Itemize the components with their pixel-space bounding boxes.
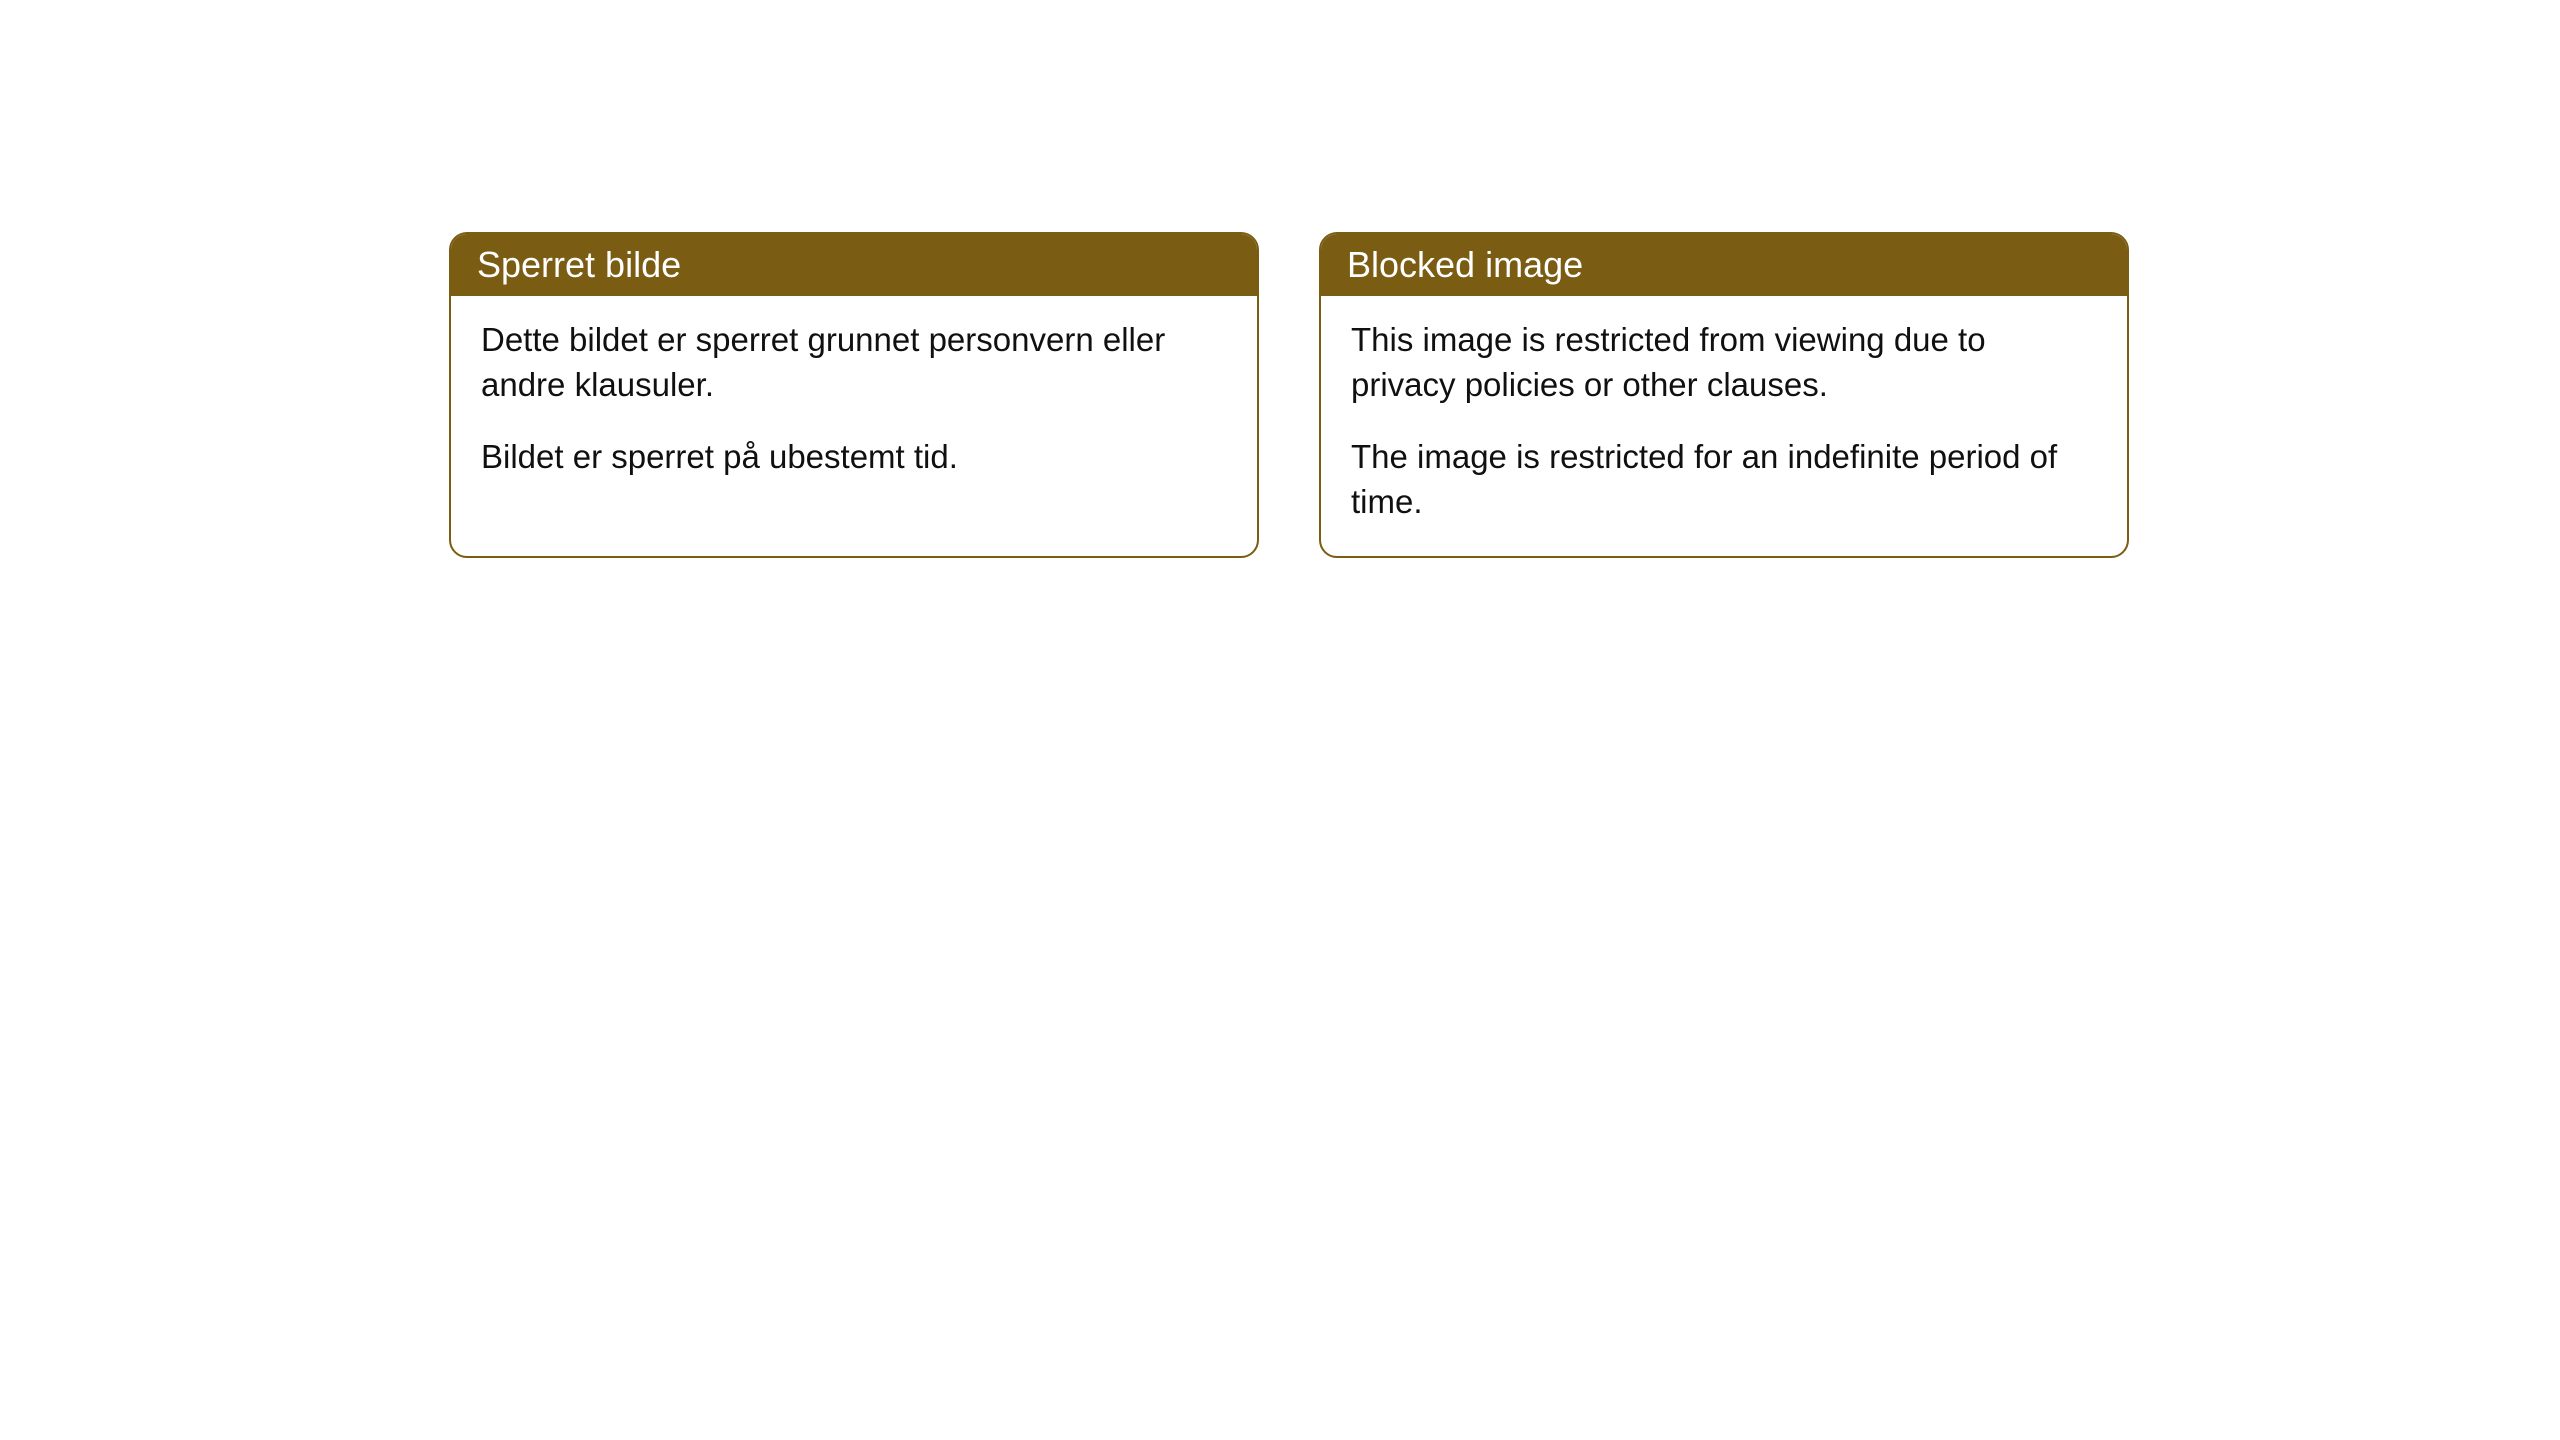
card-paragraph: The image is restricted for an indefinit…	[1351, 435, 2097, 524]
card-title: Blocked image	[1321, 234, 2127, 296]
notice-card-english: Blocked image This image is restricted f…	[1319, 232, 2129, 558]
notice-card-norwegian: Sperret bilde Dette bildet er sperret gr…	[449, 232, 1259, 558]
card-paragraph: This image is restricted from viewing du…	[1351, 318, 2097, 407]
notice-cards-container: Sperret bilde Dette bildet er sperret gr…	[449, 232, 2129, 558]
card-paragraph: Bildet er sperret på ubestemt tid.	[481, 435, 1227, 480]
card-title: Sperret bilde	[451, 234, 1257, 296]
card-paragraph: Dette bildet er sperret grunnet personve…	[481, 318, 1227, 407]
card-body: This image is restricted from viewing du…	[1321, 296, 2127, 556]
card-body: Dette bildet er sperret grunnet personve…	[451, 296, 1257, 512]
